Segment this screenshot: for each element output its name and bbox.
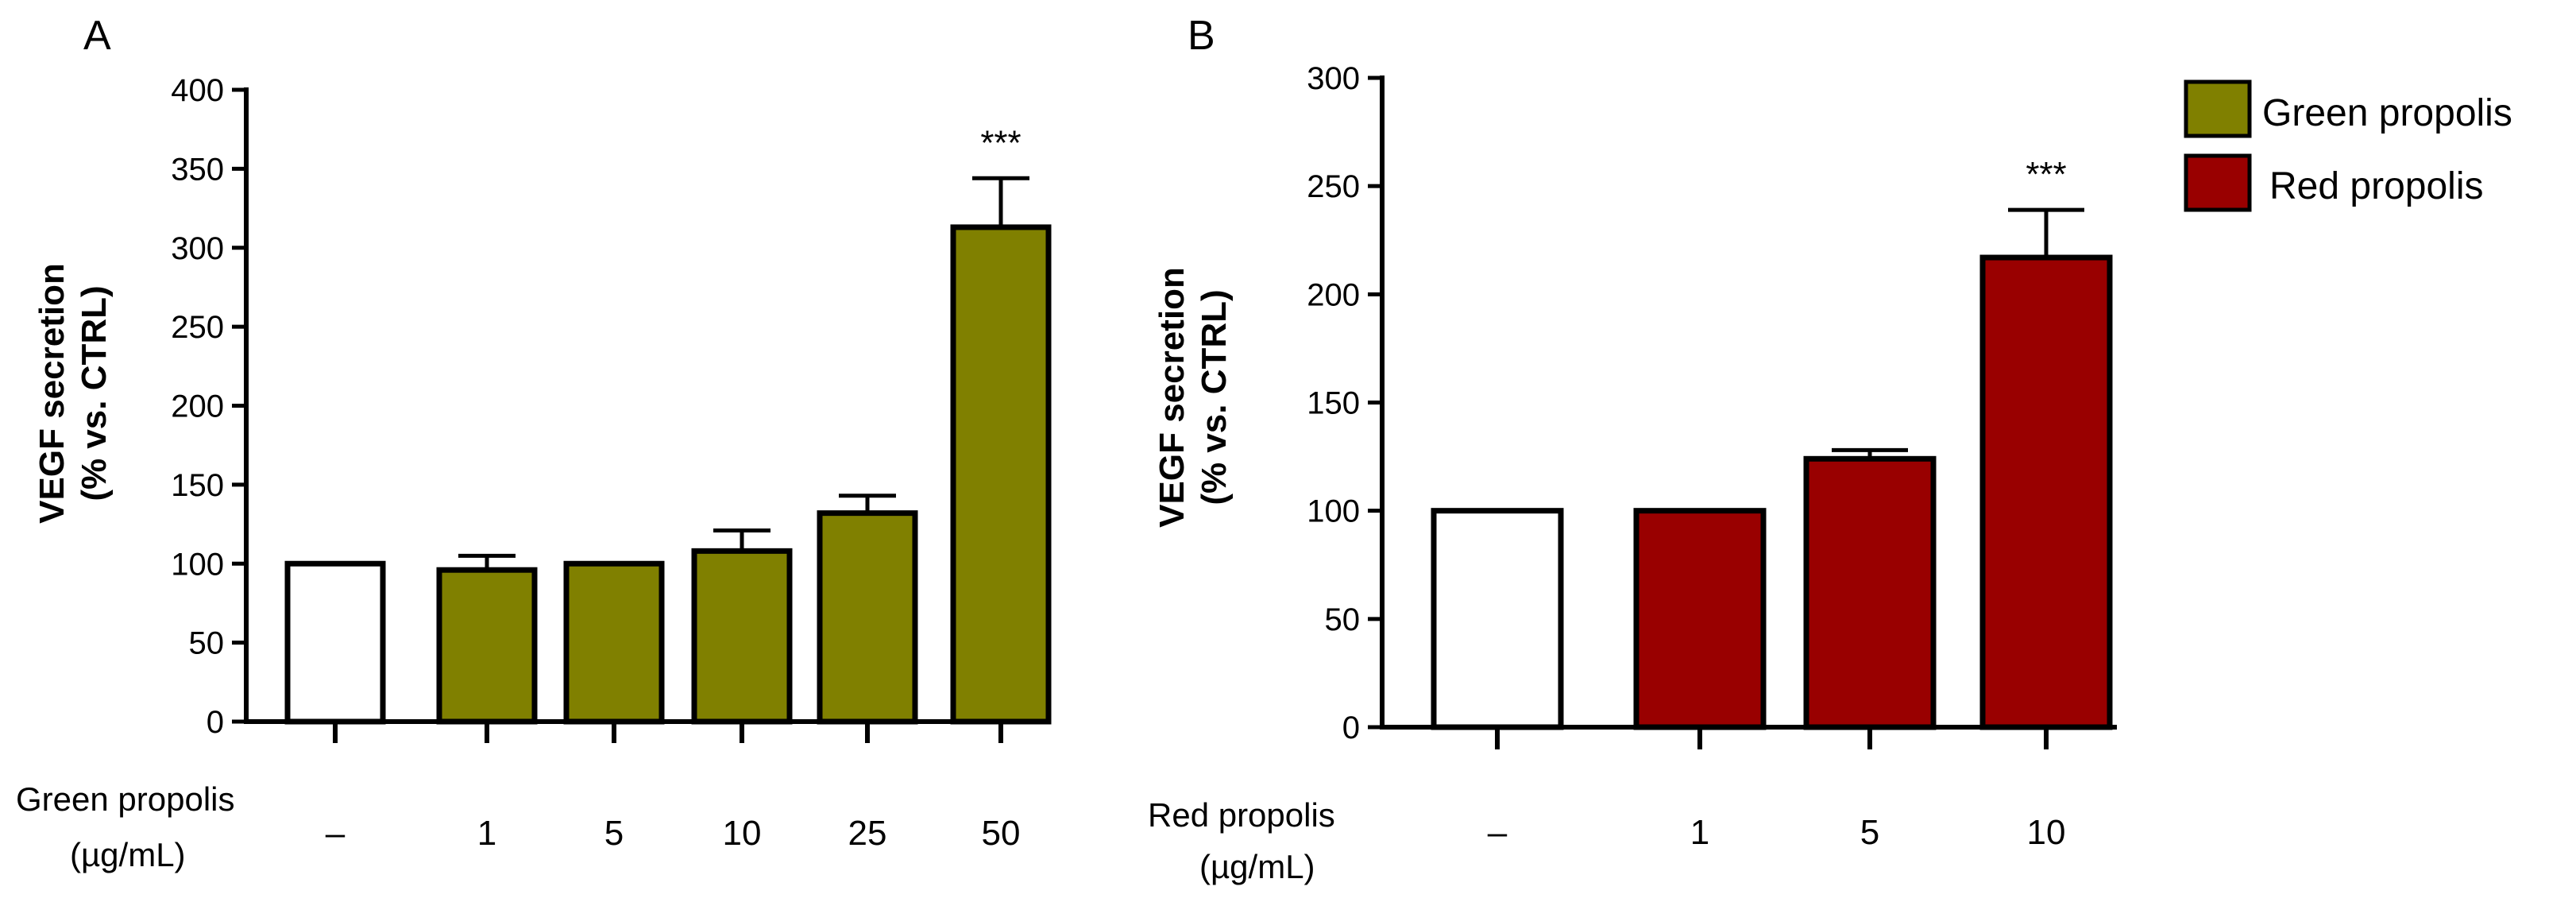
panel-a-x-tick-label: – xyxy=(326,814,346,853)
legend-label-green: Green propolis xyxy=(2262,92,2512,134)
panel-a-x-tick-label: 25 xyxy=(848,814,887,853)
panel-b-x-tick-label: – xyxy=(1488,813,1508,852)
panel-b-letter: B xyxy=(1188,13,1215,59)
panel-a-row-label-line1: Green propolis xyxy=(16,780,234,818)
panel-b-x-tick-label: 5 xyxy=(1860,813,1879,852)
legend: Green propolis Red propolis xyxy=(2184,79,2512,212)
panel-a-y-tick-label: 0 xyxy=(207,705,224,740)
panel-a-y-tick-label: 300 xyxy=(171,231,224,266)
panel-a-y-tick-label: 250 xyxy=(171,310,224,345)
panel-b-y-tick-label: 250 xyxy=(1307,169,1360,204)
panel-a-x-tick-label: 5 xyxy=(604,814,624,853)
panel-b-bar xyxy=(1803,455,1937,730)
panel-b-ylabel-line2: (% vs. CTRL) xyxy=(1195,289,1234,505)
panel-a-bar xyxy=(284,560,386,725)
panel-b-bar xyxy=(1979,254,2113,730)
panel-a-y-tick-label: 350 xyxy=(171,152,224,187)
panel-a-y-tick-label: 100 xyxy=(171,547,224,582)
panel-a-y-tick-label: 50 xyxy=(189,626,225,661)
panel-b-y-tick-label: 50 xyxy=(1325,602,1361,637)
panel-b-row-label-line2: (µg/mL) xyxy=(1199,848,1315,885)
panel-b-x-tick-label: 1 xyxy=(1690,813,1709,852)
panel-b-bar xyxy=(1431,508,1564,730)
panel-a-bar xyxy=(436,567,538,725)
panel-a-x-tick-label: 10 xyxy=(723,814,762,853)
panel-b-y-tick-label: 100 xyxy=(1307,494,1360,529)
panel-b-chart: 0 50 100 150 200 250 300 – 1 5 *** 10 xyxy=(1307,61,2117,852)
panel-a-y-tick-label: 200 xyxy=(171,389,224,424)
panel-a-significance-label: *** xyxy=(980,123,1021,162)
panel-a-bar xyxy=(950,224,1052,725)
legend-swatch-green xyxy=(2184,79,2252,138)
panel-a-ylabel-line2: (% vs. CTRL) xyxy=(75,285,114,501)
legend-label-red: Red propolis xyxy=(2269,165,2483,207)
panel-a-x-tick-label: 1 xyxy=(477,814,496,853)
panel-a-x-tick-label: 50 xyxy=(982,814,1021,853)
panel-a-bar xyxy=(691,548,793,725)
panel-a-letter: A xyxy=(83,13,111,59)
panel-b-y-tick-label: 300 xyxy=(1307,61,1360,96)
panel-b-significance-label: *** xyxy=(2026,155,2066,194)
panel-a-y-tick-label: 150 xyxy=(171,468,224,503)
panel-a-bar xyxy=(817,510,918,725)
panel-a-row-label-line2: (µg/mL) xyxy=(70,836,186,873)
panel-a-y-tick-label: 400 xyxy=(171,73,224,108)
legend-swatch-red xyxy=(2184,153,2252,212)
panel-b-ylabel-line1: VEGF secretion xyxy=(1153,267,1191,528)
panel-a-bar xyxy=(563,560,665,725)
panel-b-x-tick-label: 10 xyxy=(2027,813,2066,852)
panel-b-y-tick-label: 200 xyxy=(1307,277,1360,312)
panel-b-y-tick-label: 150 xyxy=(1307,386,1360,421)
panel-a-chart: 0 50 100 150 200 250 300 350 400 – 1 5 10 25 *** 50 xyxy=(171,73,1052,853)
panel-b-row-label-line1: Red propolis xyxy=(1148,796,1335,834)
panel-b-bar xyxy=(1633,508,1767,730)
panel-b-y-tick-label: 0 xyxy=(1342,710,1360,745)
panel-a-ylabel-line1: VEGF secretion xyxy=(33,263,71,524)
